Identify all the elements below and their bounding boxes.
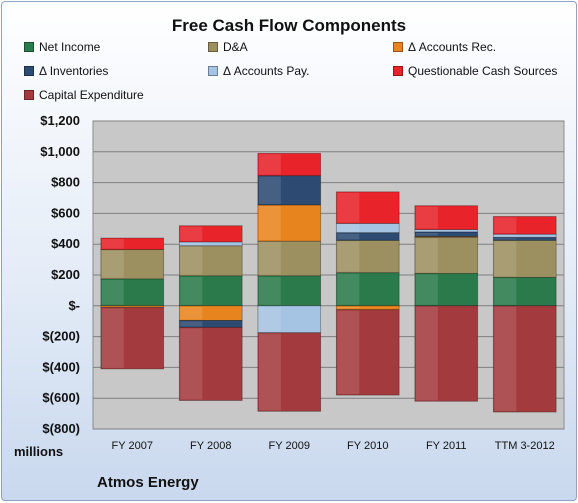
bar-highlight bbox=[494, 307, 516, 411]
y-tick-label: $1,200 bbox=[40, 113, 80, 128]
bar-highlight bbox=[416, 207, 438, 229]
bar-highlight bbox=[259, 307, 281, 332]
y-tick-label: $- bbox=[68, 298, 80, 313]
bar-highlight bbox=[180, 247, 202, 275]
bar-highlight bbox=[416, 238, 438, 272]
y-tick-label: $(600) bbox=[42, 390, 80, 405]
bar-highlight bbox=[102, 280, 124, 305]
x-tick-label: FY 2008 bbox=[190, 440, 231, 452]
bar-highlight bbox=[337, 241, 359, 271]
bar-highlight bbox=[416, 233, 438, 236]
y-tick-label: $600 bbox=[51, 205, 80, 220]
bar-highlight bbox=[259, 177, 281, 204]
bar-highlight bbox=[259, 154, 281, 174]
y-tick-label: $(200) bbox=[42, 329, 80, 344]
units-label: millions bbox=[14, 444, 63, 459]
bar-highlight bbox=[494, 217, 516, 233]
y-tick-label: $200 bbox=[51, 267, 80, 282]
bar-highlight bbox=[494, 235, 516, 236]
bar-highlight bbox=[259, 277, 281, 305]
y-tick-label: $800 bbox=[51, 175, 80, 190]
x-tick-label: FY 2010 bbox=[347, 440, 388, 452]
bar-highlight bbox=[337, 193, 359, 223]
bar-highlight bbox=[259, 206, 281, 240]
bar-highlight bbox=[337, 224, 359, 231]
bar-highlight bbox=[494, 278, 516, 304]
x-tick-label: FY 2009 bbox=[269, 440, 310, 452]
bar-highlight bbox=[102, 308, 124, 368]
company-label: Atmos Energy bbox=[97, 474, 199, 491]
bar-highlight bbox=[180, 243, 202, 245]
bar-highlight bbox=[494, 238, 516, 239]
bar-highlight bbox=[416, 274, 438, 304]
bar-highlight bbox=[180, 277, 202, 305]
bar-highlight bbox=[259, 334, 281, 411]
bar-highlight bbox=[180, 227, 202, 241]
y-tick-label: $(800) bbox=[42, 421, 80, 436]
x-tick-label: FY 2007 bbox=[112, 440, 153, 452]
bar-highlight bbox=[180, 321, 202, 326]
bar-highlight bbox=[337, 307, 359, 309]
bar-highlight bbox=[259, 242, 281, 275]
bar-highlight bbox=[102, 239, 124, 249]
bar-highlight bbox=[494, 241, 516, 276]
bar-highlight bbox=[180, 307, 202, 320]
y-tick-label: $1,000 bbox=[40, 144, 80, 159]
x-tick-label: FY 2011 bbox=[426, 440, 467, 452]
bar-highlight bbox=[337, 274, 359, 305]
bar-highlight bbox=[180, 328, 202, 399]
bar-highlight bbox=[416, 307, 438, 400]
y-tick-label: $(400) bbox=[42, 359, 80, 374]
y-tick-label: $400 bbox=[51, 236, 80, 251]
bar-highlight bbox=[102, 251, 124, 278]
x-tick-label: TTM 3-2012 bbox=[495, 440, 555, 452]
bar-highlight bbox=[337, 311, 359, 394]
bar-highlight bbox=[337, 234, 359, 240]
